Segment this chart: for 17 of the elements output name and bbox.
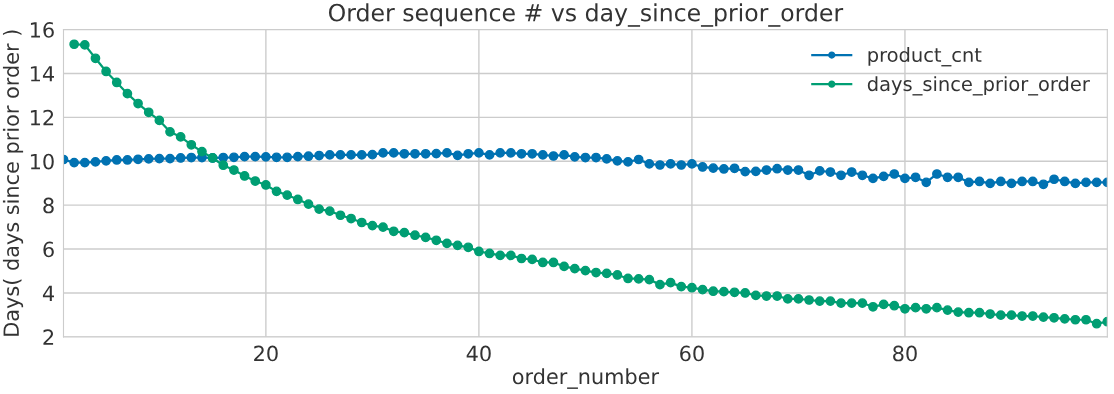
x-tick-label: 60 [680, 345, 704, 362]
y-tick-label: 2 [43, 329, 54, 345]
y-tick-label: 10 [30, 153, 54, 170]
x-tick-label: 80 [893, 345, 917, 362]
y-tick-label: 14 [30, 66, 54, 82]
x-tick-label: 40 [466, 345, 491, 362]
chart-title: Order sequence # vs day_since_prior_order [328, 3, 844, 27]
x-tick-label: 20 [254, 345, 278, 362]
y-axis-title: Days( days since prior order ) [2, 30, 24, 336]
legend-label: days_since_prior_order [867, 76, 1090, 96]
y-tick-label: 16 [30, 22, 54, 38]
y-tick-label: 12 [30, 109, 54, 126]
legend-label: product_cnt [868, 47, 982, 67]
y-tick-label: 8 [43, 197, 54, 214]
x-axis-title: order_number [512, 368, 660, 389]
y-tick-label: 4 [42, 285, 54, 301]
y-tick-label: 6 [43, 241, 54, 258]
